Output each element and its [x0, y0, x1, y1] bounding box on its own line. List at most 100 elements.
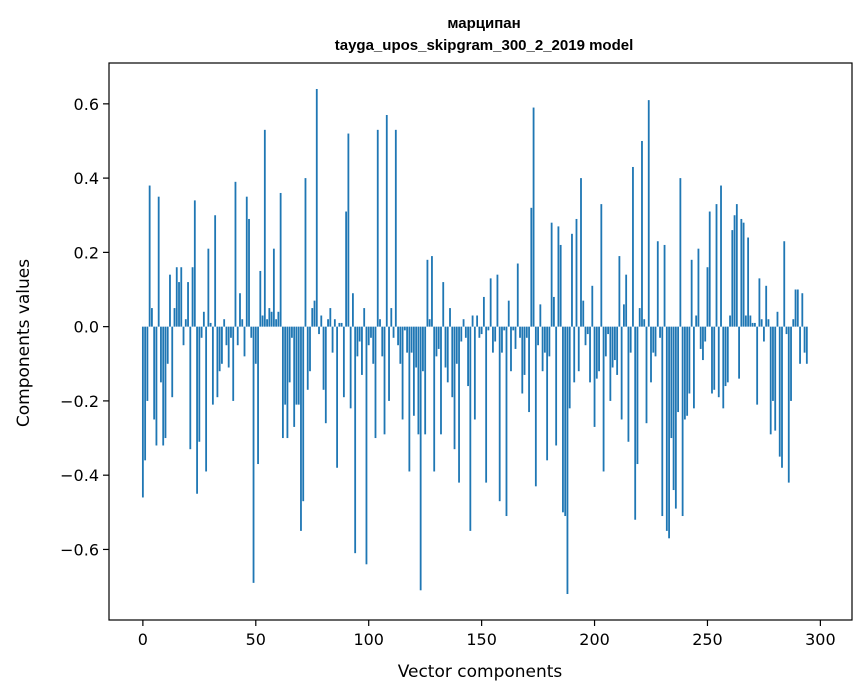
bar-165: [514, 326, 517, 349]
bar-226: [652, 326, 655, 353]
bar-269: [749, 315, 752, 327]
bar-34: [218, 326, 221, 372]
bar-113: [397, 326, 399, 346]
bar-187: [564, 326, 567, 517]
bar-67: [293, 326, 296, 427]
bar-78: [318, 326, 320, 335]
bar-45: [243, 326, 246, 357]
bar-175: [537, 326, 539, 346]
bar-111: [392, 326, 395, 338]
bar-135: [446, 326, 449, 383]
bar-249: [704, 326, 707, 342]
bar-50: [254, 326, 257, 364]
bar-271: [753, 322, 756, 327]
bar-74: [309, 326, 311, 372]
bar-161: [505, 326, 508, 517]
bar-23: [193, 200, 196, 327]
bar-280: [774, 326, 777, 431]
bar-203: [600, 204, 603, 327]
bar-0: [141, 326, 144, 498]
bar-44: [241, 319, 244, 327]
bar-22: [191, 267, 194, 327]
bar-64: [286, 326, 289, 439]
bar-234: [670, 326, 673, 439]
bar-164: [512, 326, 515, 331]
bar-194: [580, 178, 582, 327]
bar-154: [489, 278, 492, 327]
bar-219: [636, 326, 639, 465]
bar-178: [543, 326, 546, 353]
bar-294: [805, 326, 808, 364]
bar-144: [467, 326, 469, 387]
bar-293: [803, 326, 806, 353]
x-tick-label: 100: [353, 630, 384, 649]
bar-6: [155, 326, 158, 446]
bar-237: [677, 326, 680, 413]
bar-131: [437, 326, 440, 349]
bar-199: [591, 285, 594, 327]
bar-12: [169, 274, 171, 327]
bar-76: [313, 300, 316, 327]
bar-73: [306, 326, 309, 390]
bar-169: [523, 326, 526, 375]
bar-208: [611, 326, 614, 368]
bar-157: [496, 274, 499, 327]
y-tick-label: −0.4: [60, 466, 99, 485]
bar-38: [227, 326, 230, 368]
bar-188: [566, 326, 569, 595]
bar-246: [697, 248, 700, 327]
bar-195: [582, 300, 585, 327]
bar-143: [464, 326, 467, 338]
bar-1: [144, 326, 147, 461]
bar-75: [311, 308, 314, 327]
bar-39: [230, 326, 232, 338]
bar-170: [525, 326, 528, 338]
bar-262: [733, 215, 736, 327]
y-axis-label: Components values: [14, 259, 34, 427]
bar-151: [482, 296, 485, 327]
bar-30: [209, 322, 212, 327]
bar-24: [196, 326, 198, 494]
bar-228: [656, 241, 659, 327]
bar-255: [717, 326, 720, 398]
bar-107: [383, 326, 386, 435]
bar-84: [331, 326, 334, 353]
x-tick-label: 50: [246, 630, 266, 649]
bar-129: [433, 326, 436, 472]
bar-241: [686, 326, 689, 416]
bar-58: [272, 248, 275, 327]
bar-65: [288, 326, 291, 383]
bar-125: [424, 326, 427, 435]
bar-206: [607, 326, 609, 335]
bar-145: [469, 326, 472, 531]
x-axis: 0 50 100 150 200 250 300: [138, 620, 836, 649]
bar-152: [485, 326, 488, 483]
bar-48: [250, 326, 253, 338]
bar-213: [623, 304, 625, 327]
bar-215: [627, 326, 630, 442]
bar-136: [449, 308, 451, 327]
y-tick-label: 0.0: [74, 318, 99, 337]
bar-33: [216, 326, 219, 398]
bar-288: [792, 319, 795, 327]
chart-title: марципан: [447, 15, 520, 32]
bar-253: [713, 326, 716, 390]
bar-218: [634, 326, 637, 520]
bar-261: [731, 230, 734, 327]
bar-79: [320, 315, 323, 327]
bar-275: [763, 326, 765, 342]
bar-291: [799, 326, 801, 364]
bar-128: [431, 256, 433, 327]
bar-240: [683, 326, 686, 420]
x-tick-label: 200: [579, 630, 610, 649]
bar-36: [223, 319, 226, 327]
bar-196: [584, 326, 587, 346]
bar-286: [787, 326, 790, 483]
bar-176: [539, 304, 542, 327]
bar-227: [654, 326, 657, 357]
bar-95: [356, 326, 359, 357]
bar-41: [234, 181, 237, 327]
bar-190: [571, 233, 573, 327]
bar-182: [552, 296, 555, 327]
bar-204: [602, 326, 605, 472]
